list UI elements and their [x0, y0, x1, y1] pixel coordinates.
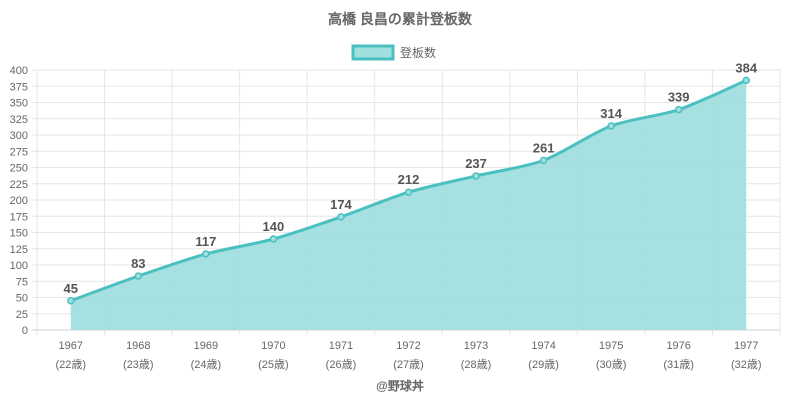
- data-label: 261: [533, 140, 555, 155]
- x-tick-sublabel: (29歳): [528, 358, 559, 371]
- data-point[interactable]: [742, 76, 750, 85]
- data-point[interactable]: [472, 172, 480, 180]
- points-layer: [67, 76, 750, 305]
- data-label: 384: [735, 60, 757, 75]
- x-tick-sublabel: (30歳): [596, 358, 627, 371]
- y-tick-label: 275: [10, 146, 28, 158]
- data-point[interactable]: [269, 235, 278, 243]
- x-tick-label: 1974: [531, 340, 555, 352]
- x-tick-sublabel: (24歳): [191, 358, 222, 371]
- series-area-fill: [70, 80, 747, 331]
- data-point[interactable]: [607, 122, 615, 130]
- y-tick-label: 400: [10, 65, 28, 77]
- y-tick-label: 125: [10, 244, 28, 256]
- y-tick-label: 150: [10, 228, 28, 240]
- x-tick-sublabel: (32歳): [731, 358, 762, 371]
- y-tick-label: 375: [10, 81, 28, 93]
- legend: 登板数: [351, 44, 436, 61]
- chart-title: 高橋 良昌の累計登板数: [328, 11, 473, 27]
- x-tick-label: 1969: [194, 340, 218, 352]
- y-tick-label: 300: [10, 130, 28, 142]
- x-tick-sublabel: (31歳): [663, 358, 694, 371]
- y-tick-label: 100: [10, 260, 28, 272]
- y-tick-label: 350: [10, 98, 28, 110]
- y-tick-label: 250: [10, 163, 28, 175]
- data-label: 45: [64, 281, 78, 296]
- data-point[interactable]: [134, 272, 143, 280]
- data-label: 140: [263, 219, 285, 234]
- data-labels-layer: 45 83 117 140 174 212 237 261 314 339 384: [64, 60, 758, 295]
- data-point[interactable]: [404, 188, 413, 196]
- data-label: 212: [398, 172, 420, 187]
- y-axis-ticks: 0 25 50 75 100 125 150 175 200 225 250 275 300 325 350…: [10, 65, 28, 337]
- x-tick-sublabel: (23歳): [123, 358, 154, 371]
- x-tick-label: 1970: [261, 340, 285, 352]
- data-point[interactable]: [202, 250, 210, 258]
- x-tick-label: 1977: [734, 340, 758, 352]
- data-label: 314: [600, 106, 622, 121]
- x-tick-sublabel: (27歳): [393, 358, 424, 371]
- y-tick-label: 325: [10, 114, 28, 126]
- y-tick-label: 0: [22, 325, 28, 337]
- legend-swatch: [351, 44, 395, 61]
- x-tick-sublabel: (25歳): [258, 358, 289, 371]
- x-tick-label: 1976: [666, 340, 690, 352]
- y-tick-label: 175: [10, 211, 28, 223]
- data-point[interactable]: [337, 213, 345, 221]
- x-tick-sublabel: (26歳): [326, 358, 357, 371]
- y-tick-label: 75: [16, 276, 28, 288]
- data-label: 339: [668, 90, 690, 105]
- data-label: 174: [330, 197, 352, 212]
- x-tick-sublabel: (28歳): [461, 358, 492, 371]
- x-tick-label: 1973: [464, 340, 488, 352]
- y-tick-label: 200: [10, 195, 28, 207]
- data-label: 237: [465, 156, 487, 171]
- y-tick-label: 50: [16, 293, 28, 305]
- x-tick-label: 1971: [329, 340, 353, 352]
- x-tick-label: 1972: [396, 340, 420, 352]
- data-label: 117: [195, 234, 216, 249]
- data-point[interactable]: [67, 297, 75, 305]
- legend-label: 登板数: [400, 45, 436, 60]
- data-point[interactable]: [539, 156, 548, 165]
- x-tick-label: 1968: [126, 340, 150, 352]
- x-tick-sublabel: (22歳): [55, 358, 86, 371]
- x-tick-label: 1975: [599, 340, 623, 352]
- x-tick-label: 1967: [59, 340, 83, 352]
- x-axis-ticks: 1967 (22歳) 1968 (23歳) 1969 (24歳) 1970 (25歳) 1971…: [55, 340, 761, 371]
- data-point[interactable]: [674, 105, 683, 114]
- y-tick-label: 225: [10, 179, 28, 191]
- data-label: 83: [131, 256, 145, 271]
- y-tick-label: 25: [16, 309, 28, 321]
- chart-footer: @野球丼: [376, 378, 424, 393]
